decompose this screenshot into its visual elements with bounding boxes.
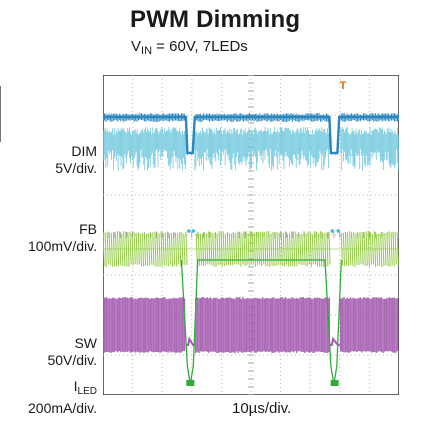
fb-ripple bbox=[322, 233, 325, 268]
iled-dip bbox=[186, 380, 195, 386]
fb-ripple bbox=[359, 232, 362, 265]
trigger-marker: T bbox=[340, 80, 347, 92]
channel-name-fb: FB bbox=[79, 221, 97, 237]
fb-ripple bbox=[369, 232, 373, 265]
fb-ripple bbox=[133, 231, 136, 265]
fb-ripple bbox=[179, 232, 182, 267]
fb-ripple bbox=[380, 233, 383, 268]
fb-ripple bbox=[249, 231, 252, 265]
channel-scale-sw: 50V/div. bbox=[47, 352, 97, 368]
subtitle-sub: IN bbox=[141, 45, 153, 57]
iled-trace bbox=[180, 259, 342, 385]
transition-dot bbox=[336, 229, 341, 233]
transition-dot bbox=[330, 229, 335, 233]
fb-ripple bbox=[288, 232, 292, 267]
transition-dot bbox=[191, 229, 196, 233]
channel-scale-dim: 5V/div. bbox=[55, 160, 97, 176]
fb-ripple bbox=[158, 233, 161, 267]
fb-ripple bbox=[114, 233, 118, 267]
subtitle-rest: = 60V, 7LEDs bbox=[152, 38, 248, 55]
channel-label-dim: DIM 5V/div. bbox=[55, 143, 97, 177]
channel-name-iled: ILED bbox=[73, 378, 97, 397]
subtitle-main: V bbox=[131, 38, 142, 55]
fb-ripple bbox=[121, 233, 124, 267]
fb-ripple bbox=[378, 233, 381, 266]
fb-ripple bbox=[307, 231, 310, 265]
dim-trace bbox=[103, 115, 399, 155]
channel-label-sw: SW 50V/div. bbox=[47, 335, 97, 369]
x-axis-label: 10µs/div. bbox=[232, 400, 292, 417]
fb-ripple bbox=[232, 232, 236, 265]
fb-ripple bbox=[129, 231, 132, 265]
fb-ripple bbox=[201, 233, 205, 267]
chart-subtitle: VIN = 60V, 7LEDs bbox=[131, 38, 248, 57]
channel-name-dim: DIM bbox=[71, 143, 97, 159]
fb-ripple bbox=[317, 233, 321, 267]
fb-ripple bbox=[208, 231, 211, 265]
channel-scale-fb: 100mV/div. bbox=[28, 238, 97, 254]
fb-ripple bbox=[305, 233, 308, 267]
iled-dip bbox=[330, 380, 339, 386]
fb-ripple bbox=[119, 231, 122, 266]
fb-ripple bbox=[328, 231, 331, 265]
fb-ripple bbox=[141, 232, 145, 267]
transition-dot bbox=[187, 229, 191, 233]
fb-ripple bbox=[284, 231, 288, 265]
fb-ripple bbox=[282, 233, 286, 267]
fb-ripple bbox=[104, 232, 107, 267]
channel-scale-iled: 200mA/div. bbox=[28, 400, 97, 416]
sw-gap-level bbox=[329, 336, 340, 346]
fb-ripple bbox=[324, 232, 327, 267]
channel-name-sw: SW bbox=[74, 335, 97, 351]
fb-ripple bbox=[143, 233, 147, 266]
fb-ripple bbox=[106, 231, 109, 265]
fb-ripple bbox=[349, 231, 352, 266]
channel-label-fb: FB 100mV/div. bbox=[28, 221, 97, 255]
fb-ripple bbox=[386, 233, 389, 267]
fb-ripple bbox=[251, 231, 254, 265]
fb-ripple bbox=[170, 232, 174, 268]
fb-ripple bbox=[313, 230, 317, 265]
fb-ripple bbox=[145, 233, 149, 267]
fb-ripple bbox=[286, 233, 290, 267]
fb-ripple bbox=[212, 233, 215, 267]
fb-ripple bbox=[110, 232, 114, 267]
fb-ripple bbox=[174, 232, 178, 267]
fb-ripple bbox=[261, 231, 265, 265]
left-edge-rule bbox=[0, 86, 1, 142]
fb-ripple bbox=[309, 232, 312, 267]
fb-ripple bbox=[253, 232, 257, 267]
fb-ripple bbox=[103, 233, 105, 267]
fb-ripple bbox=[214, 233, 217, 267]
fb-ripple bbox=[394, 231, 397, 265]
fb-ripple bbox=[183, 233, 186, 266]
fb-ripple bbox=[375, 233, 379, 267]
fb-ripple bbox=[257, 231, 261, 265]
chart-title: PWM Dimming bbox=[130, 6, 301, 33]
fb-ripple bbox=[342, 233, 346, 267]
scope-screen: T123D bbox=[103, 75, 399, 395]
fb-ripple bbox=[139, 233, 143, 267]
channel-label-iled: ILED 200mA/div. bbox=[28, 378, 97, 417]
